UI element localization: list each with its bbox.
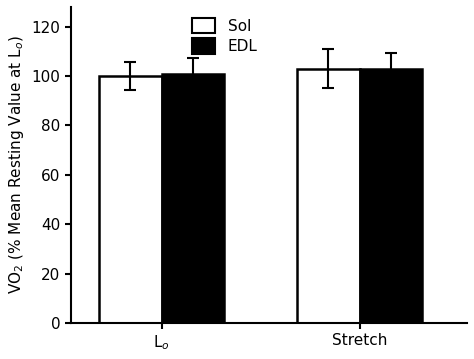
Bar xyxy=(297,69,360,323)
Bar xyxy=(360,69,422,323)
Bar xyxy=(99,76,162,323)
Legend: Sol, EDL: Sol, EDL xyxy=(190,15,261,57)
Y-axis label: VO$_2$ (% Mean Resting Value at L$_o$): VO$_2$ (% Mean Resting Value at L$_o$) xyxy=(7,36,26,294)
Bar xyxy=(162,74,224,323)
